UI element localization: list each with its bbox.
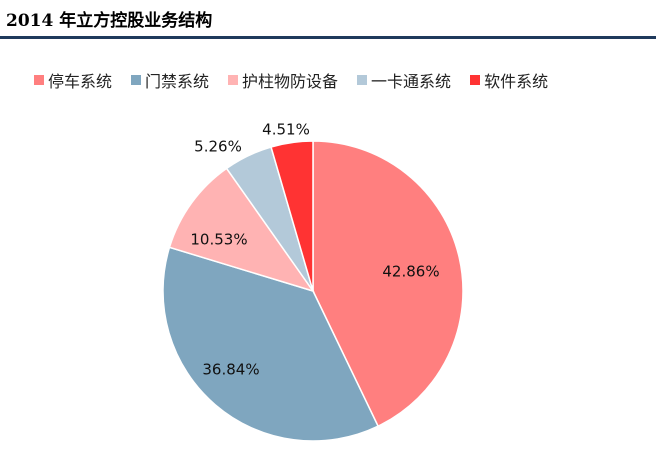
legend-item: 护柱物防设备 [228,68,338,92]
chart-title: 2014 年立方控股业务结构 [6,11,213,31]
legend-label: 停车系统 [48,72,113,91]
legend-item: 一卡通系统 [357,68,451,92]
legend-label: 护柱物防设备 [242,72,339,91]
data-label: 10.53% [190,231,247,249]
legend-swatch [470,75,481,85]
legend-label: 门禁系统 [145,72,210,91]
pie-slice [168,167,315,293]
pie-slice [162,246,380,442]
legend-swatch [228,75,239,85]
legend-item: 门禁系统 [131,68,209,92]
pie-slice [312,140,464,428]
data-label: 36.84% [202,361,259,379]
legend: 停车系统 门禁系统 护柱物防设备 一卡通系统 软件系统 [34,68,567,92]
pie-slice [270,140,314,292]
legend-swatch [131,75,142,85]
data-label: 4.51% [262,121,310,139]
legend-swatch [357,75,368,85]
data-label: 42.86% [382,263,439,281]
legend-item: 软件系统 [470,68,548,92]
legend-swatch [34,75,44,85]
legend-item: 停车系统 [34,68,112,92]
title-divider [0,36,656,39]
legend-label: 软件系统 [484,72,549,91]
legend-label: 一卡通系统 [371,72,452,91]
data-label: 5.26% [194,138,242,156]
